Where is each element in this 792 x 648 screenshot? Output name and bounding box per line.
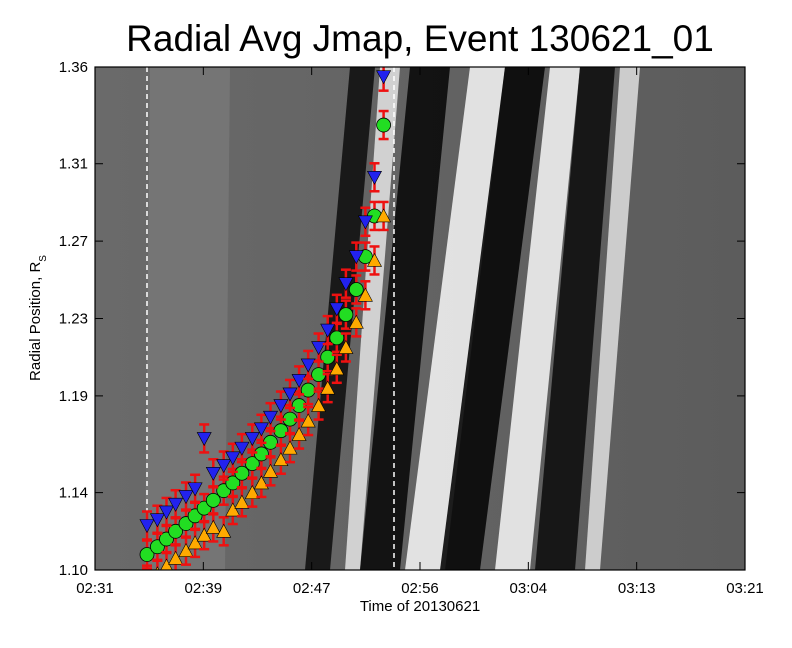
y-tick-label: 1.23 (59, 311, 88, 328)
data-point-circle (244, 456, 260, 471)
data-point-triangle-up (225, 502, 241, 517)
data-point-triangle-down (244, 432, 260, 447)
data-point-triangle-up (320, 380, 336, 395)
data-point-triangle-up (338, 339, 354, 354)
data-point-triangle-up (244, 484, 260, 499)
data-point-triangle-down (234, 441, 250, 456)
y-tick-label: 1.27 (59, 233, 88, 250)
jmap-band (535, 67, 615, 570)
data-point-circle (329, 330, 345, 346)
y-tick-label: 1.10 (59, 562, 88, 579)
jmap-band (495, 67, 580, 570)
data-point-triangle-up (300, 413, 316, 428)
data-point-triangle-down (205, 466, 221, 481)
data-point-triangle-up (140, 573, 154, 586)
data-point-triangle-up (216, 523, 232, 538)
x-tick-label: 03:04 (510, 580, 548, 597)
data-point-triangle-down (187, 482, 203, 497)
data-point-triangle-up (273, 452, 289, 467)
jmap-band (145, 67, 230, 570)
data-point-triangle-down (168, 497, 184, 512)
data-point-triangle-down (262, 410, 279, 425)
data-point-circle (234, 465, 250, 481)
data-point-triangle-up (262, 463, 279, 478)
data-point-triangle-down (291, 374, 307, 389)
data-point-triangle-up (205, 519, 221, 534)
data-point-triangle-down (366, 170, 383, 185)
data-point-circle (376, 117, 392, 133)
data-point-triangle-up (155, 566, 160, 570)
x-tick-label: 02:56 (401, 580, 439, 597)
data-point-triangle-down (216, 459, 232, 474)
data-point-circle (291, 398, 307, 413)
x-tick-label: 03:21 (726, 580, 764, 597)
data-point-triangle-up (160, 558, 173, 570)
data-point-triangle-down (178, 490, 194, 505)
data-point-triangle-down (348, 250, 364, 265)
axis-ticks: 02:31 02:39 02:47 02:56 03:04 03:13 03:21 1.10 1… (59, 59, 764, 597)
x-tick-label: 02:31 (76, 580, 114, 597)
data-point-triangle-down (320, 323, 336, 338)
jmap-band (360, 67, 450, 570)
x-axis-label: Time of 20130621 (360, 598, 480, 615)
data-point-triangle-up (253, 475, 269, 490)
data-point-triangle-up (329, 361, 345, 376)
data-point-triangle-down (357, 215, 373, 230)
jmap-band (440, 67, 545, 570)
y-axis-label: Radial Position, RS (27, 255, 49, 381)
data-point-triangle-up (311, 397, 327, 412)
x-tick-label: 02:39 (185, 580, 223, 597)
jmap-band (405, 67, 505, 570)
data-point-triangle-down (300, 358, 316, 373)
y-tick-label: 1.14 (59, 485, 88, 502)
data-point-circle (348, 282, 364, 297)
data-point-triangle-down (338, 277, 354, 292)
data-point-triangle-down (196, 432, 212, 447)
data-point-triangle-down (139, 519, 155, 534)
x-tick-label: 03:13 (618, 580, 656, 597)
data-point-triangle-down (311, 341, 327, 356)
chart-title: Radial Avg Jmap, Event 130621_01 (126, 18, 714, 59)
jmap-band (585, 67, 640, 570)
y-tick-label: 1.19 (59, 388, 88, 405)
data-point-circle (338, 307, 354, 323)
data-point-circle (320, 349, 336, 365)
data-point-triangle-down (253, 422, 269, 437)
data-point-triangle-down (376, 70, 392, 85)
data-point-triangle-up (178, 543, 194, 557)
vertical-dashed-lines (146, 67, 395, 570)
data-point-circle (253, 446, 269, 462)
data-point-triangle-up (187, 535, 203, 550)
data-point-triangle-down (329, 302, 345, 317)
data-point-circle (205, 492, 221, 508)
data-point-triangle-up (366, 252, 383, 267)
data-marks (139, 67, 392, 586)
y-tick-label: 1.31 (59, 156, 88, 173)
data-point-circle (139, 547, 155, 562)
data-point-triangle-up (348, 314, 364, 329)
data-point-triangle-up (234, 494, 250, 509)
x-tick-label: 02:47 (293, 580, 331, 597)
y-tick-label: 1.36 (59, 59, 88, 76)
jmap-background (95, 67, 745, 570)
data-point-triangle-up (376, 208, 392, 223)
data-point-triangle-up (196, 527, 212, 542)
data-point-circle (273, 423, 289, 439)
data-point-triangle-down (158, 505, 175, 520)
data-point-circle (300, 382, 316, 398)
data-point-triangle-up (168, 550, 184, 565)
data-point-triangle-down (149, 513, 165, 528)
data-point-triangle-down (225, 451, 241, 466)
jmap-band (345, 67, 400, 570)
data-point-triangle-up (357, 287, 373, 302)
data-point-triangle-up (291, 426, 307, 441)
data-point-triangle-up (282, 440, 298, 455)
data-point-triangle-down (282, 387, 298, 402)
data-point-circle (168, 523, 184, 539)
data-point-circle (225, 475, 241, 491)
data-point-triangle-down (273, 399, 289, 414)
